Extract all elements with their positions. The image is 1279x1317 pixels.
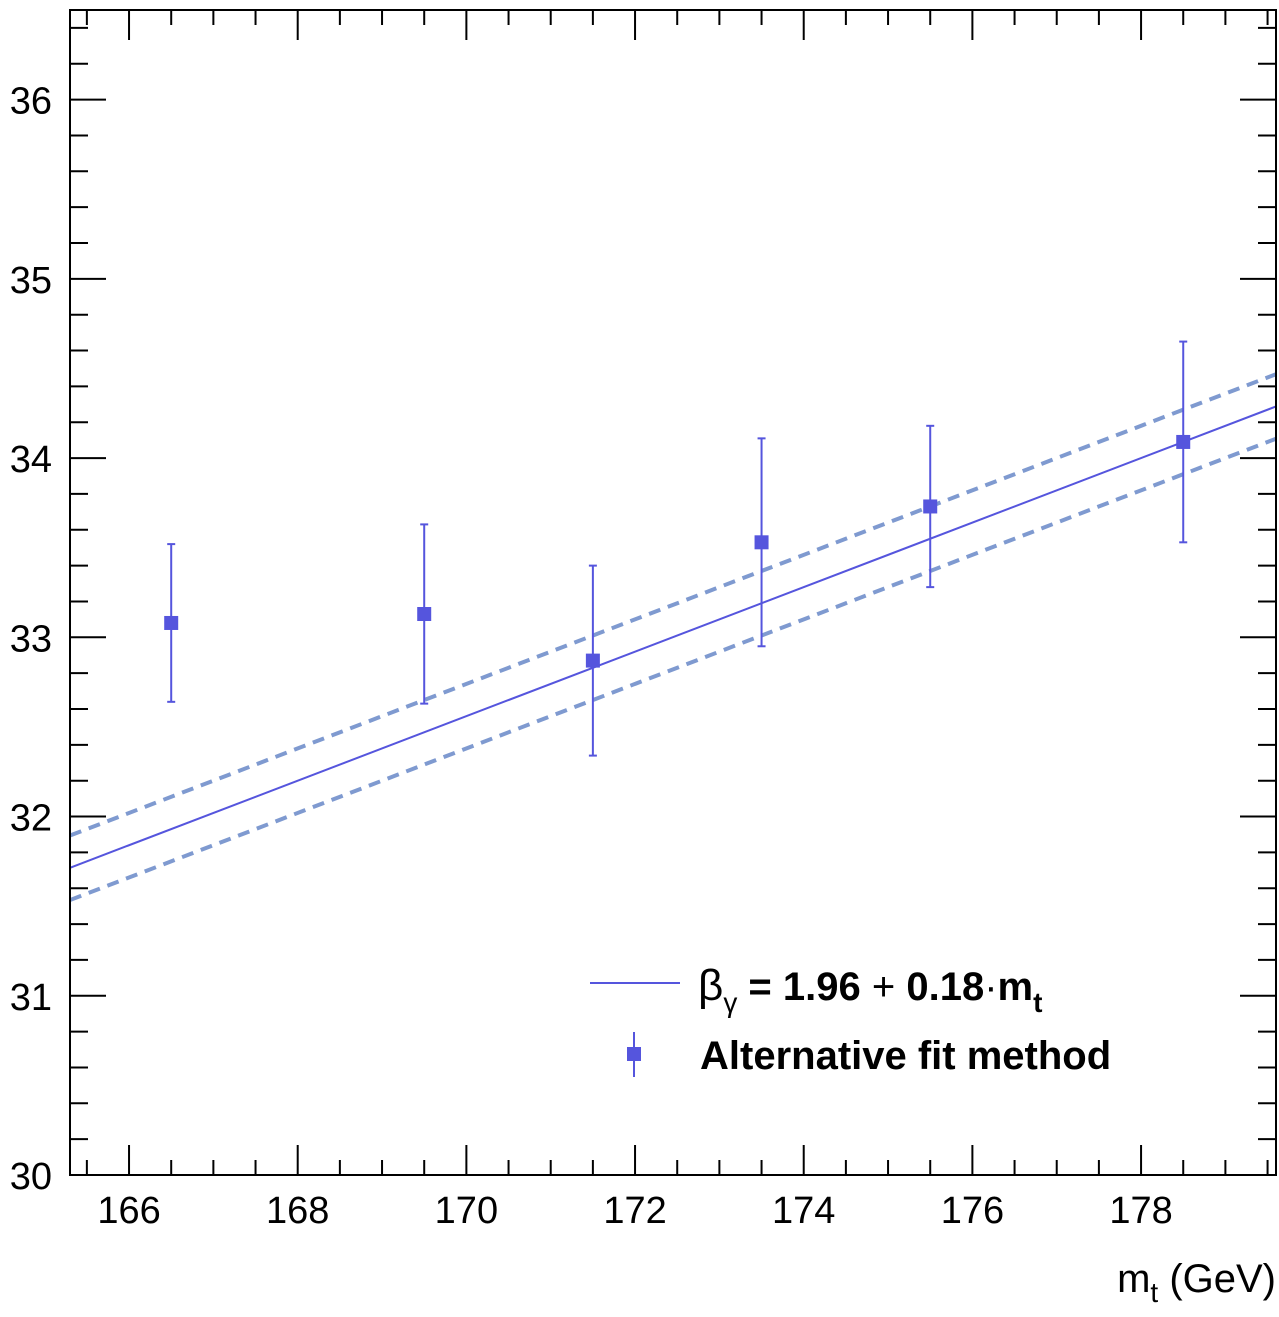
x-tick-label: 176 bbox=[941, 1190, 1004, 1232]
x-tick-label: 168 bbox=[266, 1190, 329, 1232]
x-tick-label: 172 bbox=[603, 1190, 666, 1232]
legend-points-label: Alternative fit method bbox=[700, 1034, 1111, 1078]
y-tick-label: 33 bbox=[10, 618, 52, 660]
legend-point-marker-swatch bbox=[627, 1047, 641, 1061]
legend-fit-label: βγ = 1.96 + 0.18·mt bbox=[698, 961, 1042, 1018]
y-tick-label: 30 bbox=[10, 1156, 52, 1198]
point-marker bbox=[164, 615, 179, 630]
x-tick-labels: 166 168 170 172 174 176 178 bbox=[97, 1190, 1172, 1232]
data-points bbox=[164, 340, 1191, 757]
fit-line bbox=[69, 405, 1277, 869]
fit-line-group bbox=[69, 405, 1277, 869]
y-tick-label: 31 bbox=[10, 977, 52, 1019]
plot-frame bbox=[69, 9, 1277, 1176]
y-tick-label: 36 bbox=[10, 81, 52, 123]
x-tick-label: 174 bbox=[772, 1190, 835, 1232]
point-marker bbox=[923, 499, 938, 514]
point-marker bbox=[754, 535, 769, 550]
data-point bbox=[1176, 340, 1191, 544]
data-point bbox=[585, 564, 600, 757]
point-marker bbox=[1176, 434, 1191, 449]
y-tick-label: 32 bbox=[10, 798, 52, 840]
point-marker bbox=[585, 653, 600, 668]
y-axis-ticks bbox=[70, 26, 1276, 1176]
legend: βγ = 1.96 + 0.18·mt Alternative fit meth… bbox=[590, 961, 1111, 1078]
x-tick-label: 170 bbox=[435, 1190, 498, 1232]
y-tick-labels: 30 31 32 33 34 35 36 bbox=[10, 81, 52, 1198]
point-marker bbox=[417, 607, 432, 622]
data-point bbox=[164, 543, 179, 703]
data-point bbox=[417, 523, 432, 705]
data-point bbox=[754, 437, 769, 648]
x-tick-label: 166 bbox=[97, 1190, 160, 1232]
data-point bbox=[923, 424, 938, 589]
uncertainty-band bbox=[69, 372, 1277, 902]
x-tick-label: 178 bbox=[1109, 1190, 1172, 1232]
y-tick-label: 34 bbox=[10, 439, 52, 481]
band-upper-line bbox=[69, 372, 1277, 838]
band-lower-line bbox=[69, 436, 1277, 902]
x-axis-title: mt (GeV) bbox=[1117, 1257, 1276, 1308]
x-axis-ticks bbox=[85, 10, 1269, 1175]
y-tick-label: 35 bbox=[10, 260, 52, 302]
